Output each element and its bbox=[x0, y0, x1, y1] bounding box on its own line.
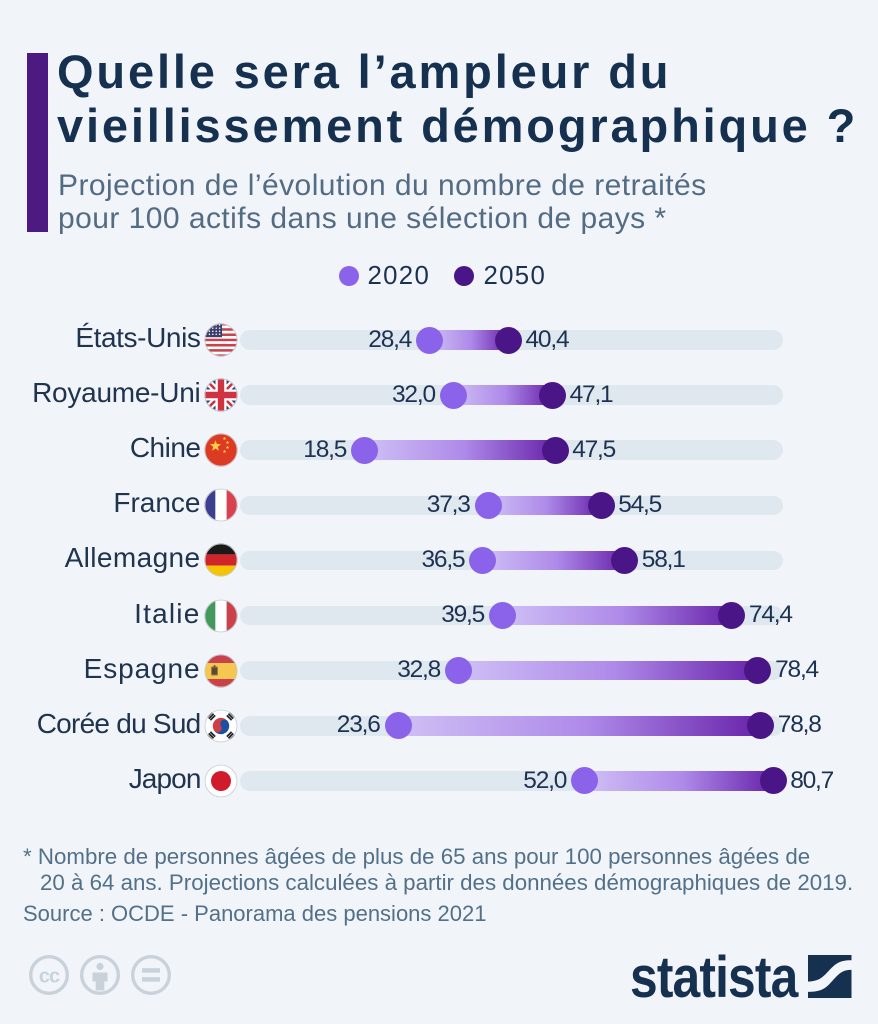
svg-text:cc: cc bbox=[39, 965, 60, 987]
